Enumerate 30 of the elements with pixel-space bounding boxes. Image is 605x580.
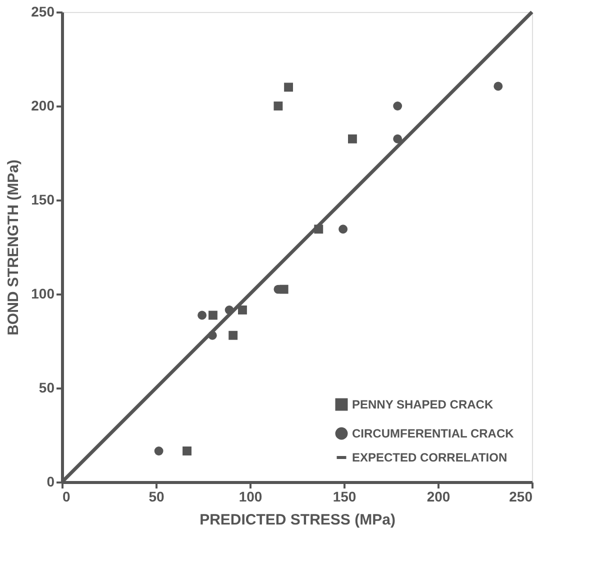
point (393, 134, 402, 144)
x-tick-label: 100 (238, 488, 262, 504)
point (338, 224, 348, 234)
point (154, 446, 164, 456)
y-axis-title: BOND STRENGTH (MPa) (5, 160, 22, 336)
y-tick-label: 150 (31, 192, 55, 208)
point (182, 446, 192, 456)
y-tick-label: 200 (31, 98, 55, 114)
point (393, 102, 402, 110)
x-tick-label: 0 (62, 488, 70, 504)
point (228, 330, 238, 340)
legend-label: PENNY SHAPED CRACK (352, 398, 494, 412)
x-tick-label: 250 (509, 488, 533, 504)
legend-label: CIRCUMFERENTIAL CRACK (352, 426, 514, 440)
y-tick-label: 50 (38, 380, 55, 396)
x-tick-label: 200 (426, 488, 450, 504)
point (208, 310, 218, 320)
point (494, 82, 503, 91)
point (274, 102, 283, 110)
y-tick-label: 100 (31, 286, 55, 302)
x-tick-label: 150 (332, 488, 356, 504)
y-tick-label: 0 (46, 474, 55, 490)
y-tick-label: 250 (31, 4, 55, 20)
point (198, 310, 207, 320)
point (348, 134, 357, 144)
x-axis-title: PREDICTED STRESS (MPa) (200, 512, 396, 528)
point (284, 82, 294, 92)
legend-label: EXPECTED CORRELATION (352, 450, 508, 464)
x-tick-label: 50 (148, 488, 164, 504)
point (238, 306, 247, 314)
